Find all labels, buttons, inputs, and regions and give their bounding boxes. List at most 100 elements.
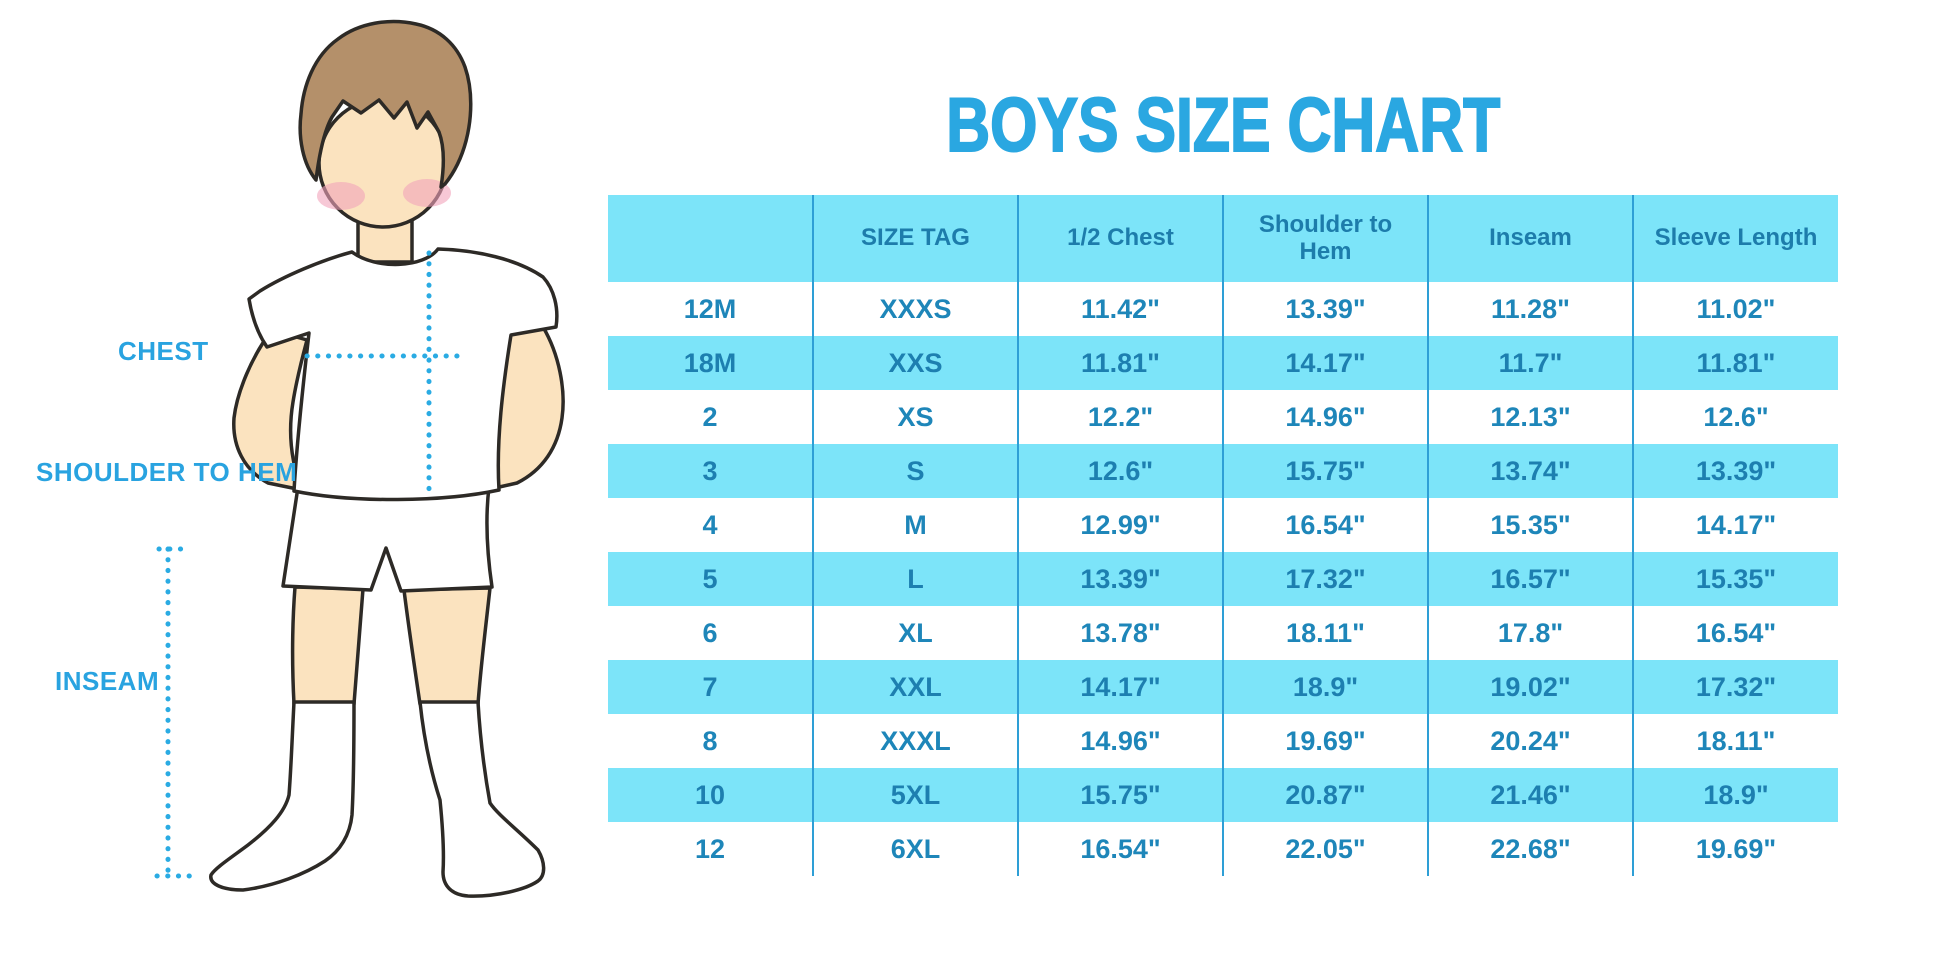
cell: 19.69" xyxy=(1695,833,1777,864)
cell: 12 xyxy=(608,822,814,876)
right-sock-shape xyxy=(418,700,546,898)
cell: 14.17" xyxy=(1695,509,1777,540)
cell: 17.32" xyxy=(1223,552,1429,606)
cell: 17.8" xyxy=(1428,606,1634,660)
blush-left xyxy=(317,182,365,210)
table-row: 3 S 12.6" 15.75" 13.74" 13.39" xyxy=(608,444,1838,498)
size-table: SIZE TAG 1/2 Chest Shoulder to Hem Insea… xyxy=(608,195,1838,876)
column-header-sleeve-length: Sleeve Length xyxy=(1633,195,1838,282)
cell: 14.96" xyxy=(1018,714,1224,768)
cell: 16.54" xyxy=(1018,822,1224,876)
cell: 14.17" xyxy=(1223,336,1429,390)
cell: 22.05" xyxy=(1223,822,1429,876)
cell: 12.6" xyxy=(1703,401,1769,432)
table-row: 18M XXS 11.81" 14.17" 11.7" 11.81" xyxy=(608,336,1838,390)
cell: 19.02" xyxy=(1428,660,1634,714)
cell: 18.9" xyxy=(1223,660,1429,714)
cell: 11.7" xyxy=(1428,336,1634,390)
column-header-shoulder-to-hem: Shoulder to Hem xyxy=(1223,195,1429,282)
table-row: 5 L 13.39" 17.32" 16.57" 15.35" xyxy=(608,552,1838,606)
cell: 18.11" xyxy=(1223,606,1429,660)
cell: 15.75" xyxy=(1223,444,1429,498)
page-title: BOYS SIZE CHART xyxy=(608,82,1838,175)
cell: 16.54" xyxy=(1223,498,1429,552)
table-row: 12M XXXS 11.42" 13.39" 11.28" 11.02" xyxy=(608,282,1838,336)
left-sock-shape xyxy=(209,700,356,892)
cell: 12.99" xyxy=(1018,498,1224,552)
cell: 11.81" xyxy=(1633,336,1838,390)
cell: 21.46" xyxy=(1428,768,1634,822)
cell: 18.11" xyxy=(1696,725,1776,756)
cell: 16.57" xyxy=(1428,552,1634,606)
cell: XS xyxy=(813,390,1019,444)
cell: 20.87" xyxy=(1223,768,1429,822)
cell: 16.54" xyxy=(1695,617,1777,648)
cell: M xyxy=(813,498,1019,552)
cell: 12.6" xyxy=(1018,444,1224,498)
cell: 6XL xyxy=(813,822,1019,876)
header-row: SIZE TAG 1/2 Chest Shoulder to Hem Insea… xyxy=(608,195,1838,282)
boy-illustration xyxy=(154,19,565,898)
cell: 11.28" xyxy=(1428,282,1634,336)
cell: 15.35" xyxy=(1633,552,1838,606)
size-table-body: 12M XXXS 11.42" 13.39" 11.28" 11.02" 18M… xyxy=(608,282,1838,876)
table-row: 10 5XL 15.75" 20.87" 21.46" 18.9" xyxy=(608,768,1838,822)
cell: XXS xyxy=(813,336,1019,390)
cell: 6 xyxy=(608,606,814,660)
table-row: 12 6XL 16.54" 22.05" 22.68" 19.69" xyxy=(608,822,1838,876)
cell: 5 xyxy=(608,552,814,606)
cell: 19.69" xyxy=(1223,714,1429,768)
column-header-inseam: Inseam xyxy=(1428,195,1634,282)
cell: 13.39" xyxy=(1223,282,1429,336)
shorts-shape xyxy=(281,485,494,593)
left-arm-shape xyxy=(232,328,309,492)
size-table-header: SIZE TAG 1/2 Chest Shoulder to Hem Insea… xyxy=(608,195,1838,282)
cell: XXXL xyxy=(813,714,1019,768)
cell: XL xyxy=(813,606,1019,660)
cell: 7 xyxy=(608,660,814,714)
cell: 3 xyxy=(608,444,814,498)
cell: 8 xyxy=(608,714,814,768)
cell: 20.24" xyxy=(1428,714,1634,768)
cell: 13.39" xyxy=(1633,444,1838,498)
shirt-shape xyxy=(247,247,559,502)
cell: 15.75" xyxy=(1018,768,1224,822)
table-row: 2 XS 12.2" 14.96" 12.13" 12.6" xyxy=(608,390,1838,444)
table-row: 8 XXXL 14.96" 19.69" 20.24" 18.11" xyxy=(608,714,1838,768)
measurement-label-chest: CHEST xyxy=(118,336,209,366)
cell: L xyxy=(813,552,1019,606)
measurement-label-inseam: INSEAM xyxy=(55,666,160,696)
column-header-size xyxy=(608,195,814,282)
cell: 4 xyxy=(608,498,814,552)
cell: 12.13" xyxy=(1428,390,1634,444)
cell: 13.78" xyxy=(1018,606,1224,660)
cell: 11.42" xyxy=(1018,282,1224,336)
cell: 18M xyxy=(608,336,814,390)
blush-right xyxy=(403,179,451,207)
cell: 18.9" xyxy=(1633,768,1838,822)
page-title-text: BOYS SIZE CHART xyxy=(945,82,1501,168)
column-header-size-tag: SIZE TAG xyxy=(813,195,1019,282)
hair-shape xyxy=(298,19,473,189)
cell: 14.96" xyxy=(1223,390,1429,444)
cell: 15.35" xyxy=(1428,498,1634,552)
right-leg-shape xyxy=(402,586,492,706)
cell: 13.39" xyxy=(1018,552,1224,606)
cell: 12.2" xyxy=(1018,390,1224,444)
cell: S xyxy=(813,444,1019,498)
cell: 10 xyxy=(608,768,814,822)
cell: 11.02" xyxy=(1696,293,1776,324)
cell: XXXS xyxy=(813,282,1019,336)
cell: 13.74" xyxy=(1428,444,1634,498)
column-header-half-chest: 1/2 Chest xyxy=(1018,195,1224,282)
cell: 17.32" xyxy=(1633,660,1838,714)
cell: 11.81" xyxy=(1018,336,1224,390)
left-leg-shape xyxy=(290,585,365,706)
table-row: 6 XL 13.78" 18.11" 17.8" 16.54" xyxy=(608,606,1838,660)
table-row: 7 XXL 14.17" 18.9" 19.02" 17.32" xyxy=(608,660,1838,714)
cell: 2 xyxy=(608,390,814,444)
cell: 12M xyxy=(608,282,814,336)
cell: 22.68" xyxy=(1428,822,1634,876)
measurement-label-shoulder-to-hem: SHOULDER TO HEM xyxy=(36,457,298,487)
